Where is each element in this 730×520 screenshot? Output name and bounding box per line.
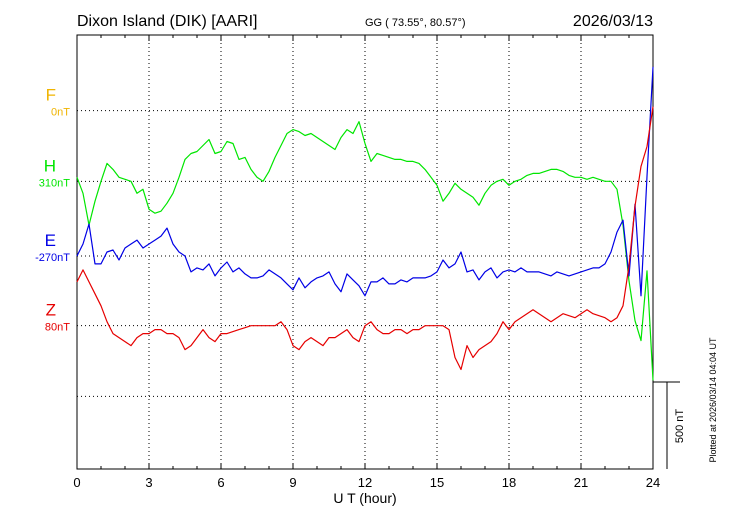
series-name-e: E xyxy=(45,231,56,250)
series-lines xyxy=(76,66,654,381)
series-baseline-h: 310nT xyxy=(39,177,70,189)
scale-bar-label: 500 nT xyxy=(674,409,686,444)
station-title: Dixon Island (DIK) [AARI] xyxy=(77,13,258,30)
series-name-z: Z xyxy=(46,301,56,320)
plotted-at: Plotted at 2026/03/14 04:04 UT xyxy=(708,337,718,463)
series-line-z xyxy=(76,106,654,371)
x-tick-label: 15 xyxy=(430,475,444,490)
x-tick-label: 3 xyxy=(145,475,152,490)
series-name-h: H xyxy=(44,156,56,175)
series-line-e xyxy=(76,66,654,297)
series-baseline-z: 80nT xyxy=(45,322,70,334)
x-tick-label: 6 xyxy=(217,475,224,490)
coordinates: GG ( 73.55°, 80.57°) xyxy=(365,17,466,29)
x-axis-label: U T (hour) xyxy=(333,490,396,506)
series-baseline-f: 0nT xyxy=(51,107,70,119)
series-name-f: F xyxy=(46,86,56,105)
series-labels: F 0nT H 310nT E -270nT Z 80nT xyxy=(35,86,70,334)
grid xyxy=(77,35,653,469)
series-baseline-e: -270nT xyxy=(35,252,70,264)
x-axis: 0 3 6 9 12 15 18 21 24 xyxy=(73,35,660,490)
chart-date: 2026/03/13 xyxy=(573,13,653,30)
series-line-h xyxy=(76,120,654,381)
x-tick-label: 0 xyxy=(73,475,80,490)
scale-bar: 500 nT xyxy=(653,381,686,469)
x-tick-label: 12 xyxy=(358,475,372,490)
x-tick-label: 24 xyxy=(646,475,660,490)
x-tick-label: 21 xyxy=(574,475,588,490)
x-tick-label: 18 xyxy=(502,475,516,490)
x-tick-label: 9 xyxy=(289,475,296,490)
